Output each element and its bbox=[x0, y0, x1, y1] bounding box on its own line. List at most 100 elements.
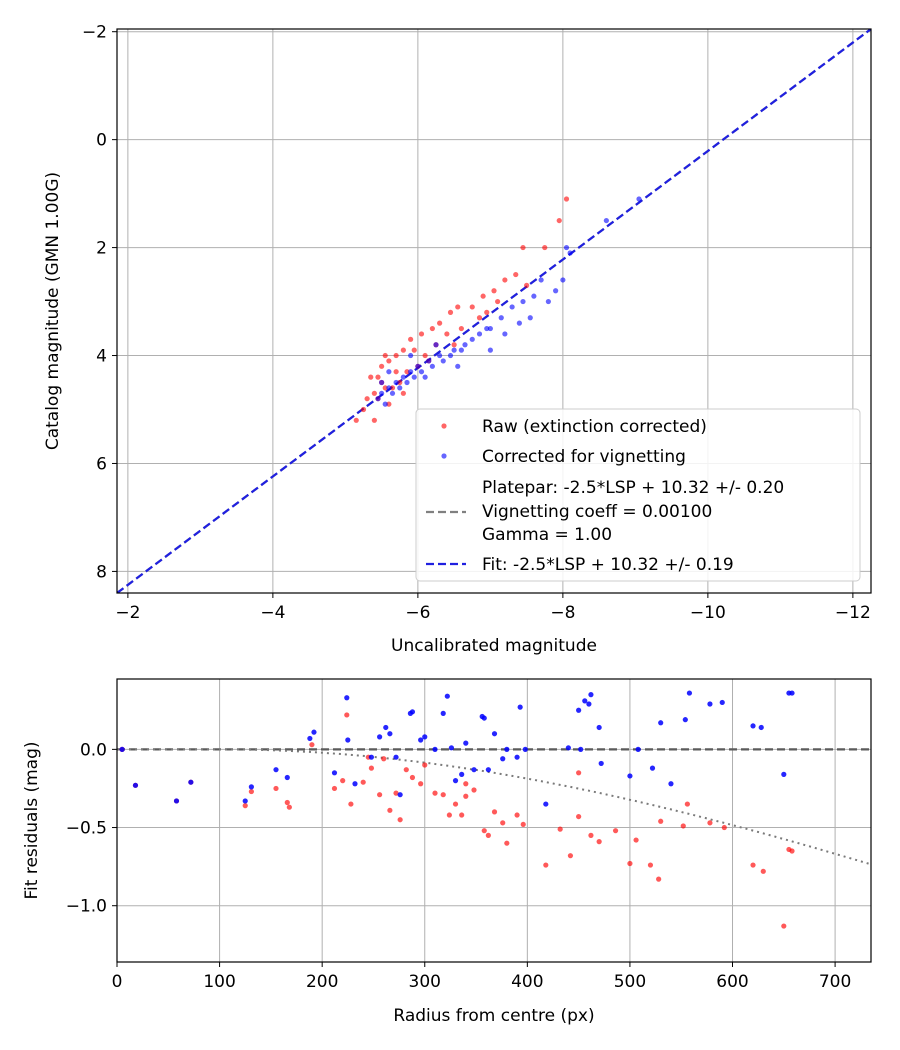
corrected-residual-point bbox=[707, 701, 713, 707]
corrected-point bbox=[527, 315, 533, 321]
raw-residual-point bbox=[627, 860, 633, 867]
raw-point bbox=[455, 304, 461, 310]
corrected-point bbox=[437, 352, 443, 359]
top-chart: −2 −4 −6 −8 −10 −12 −2 0 2 4 6 8 Uncalibrated magnit… bbox=[43, 23, 872, 656]
top-y-tick-label: 2 bbox=[96, 239, 107, 259]
raw-residual-point bbox=[446, 812, 452, 818]
raw-residual-point bbox=[680, 823, 686, 829]
raw-residual-point bbox=[485, 832, 491, 838]
top-x-axis-label: Uncalibrated magnitude bbox=[391, 636, 597, 656]
raw-residual-point bbox=[658, 818, 664, 824]
corrected-residual-point bbox=[658, 720, 664, 726]
corrected-residual-point bbox=[418, 737, 424, 743]
raw-residual-point bbox=[781, 923, 787, 929]
corrected-point bbox=[462, 342, 468, 348]
raw-point bbox=[480, 293, 486, 299]
raw-residual-point bbox=[463, 781, 469, 787]
raw-point bbox=[393, 352, 399, 359]
corrected-residual-point bbox=[188, 779, 194, 785]
corrected-residual-point bbox=[377, 734, 383, 740]
legend-box bbox=[415, 408, 861, 582]
corrected-residual-point bbox=[331, 770, 338, 776]
corrected-residual-point bbox=[485, 767, 491, 773]
raw-residual-point bbox=[331, 785, 338, 792]
corrected-residual-point bbox=[352, 781, 358, 787]
legend-fit-label: Fit: -2.5*LSP + 10.32 +/- 0.19 bbox=[482, 555, 734, 575]
corrected-point bbox=[567, 250, 573, 256]
corrected-residual-point bbox=[750, 723, 756, 729]
raw-point bbox=[386, 401, 392, 407]
raw-residual-point bbox=[750, 862, 756, 868]
top-y-tick-label: 0 bbox=[96, 131, 107, 151]
corrected-residual-point bbox=[387, 731, 393, 737]
corrected-point bbox=[451, 347, 457, 353]
raw-point bbox=[458, 325, 464, 332]
raw-point bbox=[408, 336, 414, 342]
top-y-tick-label: 6 bbox=[96, 454, 107, 474]
raw-residual-point bbox=[348, 801, 354, 807]
raw-residual-point bbox=[286, 804, 292, 810]
bottom-y-tick-label: −1.0 bbox=[66, 897, 107, 917]
corrected-point bbox=[400, 374, 406, 380]
raw-residual-point bbox=[344, 712, 350, 718]
raw-residual-point bbox=[557, 826, 563, 832]
corrected-point bbox=[484, 325, 490, 332]
corrected-residual-point bbox=[409, 709, 416, 715]
top-x-tick-label: −4 bbox=[260, 603, 285, 623]
corrected-residual-point bbox=[582, 698, 588, 704]
raw-residual-point bbox=[520, 821, 526, 828]
raw-residual-point bbox=[647, 862, 654, 868]
raw-point bbox=[502, 277, 508, 283]
corrected-point bbox=[422, 374, 428, 380]
raw-residual-point bbox=[284, 799, 290, 806]
corrected-residual-point bbox=[668, 781, 674, 787]
raw-point bbox=[364, 396, 370, 402]
corrected-residual-point bbox=[440, 710, 446, 716]
corrected-residual-point bbox=[432, 746, 438, 752]
corrected-point bbox=[487, 325, 493, 332]
corrected-residual-point bbox=[132, 782, 139, 788]
raw-residual-point bbox=[377, 792, 383, 798]
raw-residual-point bbox=[567, 853, 574, 859]
corrected-point bbox=[386, 369, 392, 375]
raw-point bbox=[495, 298, 501, 305]
corrected-residual-point bbox=[649, 765, 656, 771]
legend-gamma-label: Gamma = 1.00 bbox=[482, 525, 612, 545]
raw-residual-point bbox=[707, 820, 713, 826]
raw-residual-point bbox=[422, 762, 428, 768]
raw-residual-point bbox=[789, 848, 795, 854]
corrected-point bbox=[386, 385, 392, 391]
corrected-residual-point bbox=[397, 792, 403, 798]
corrected-residual-point bbox=[682, 717, 688, 723]
raw-point bbox=[382, 352, 388, 359]
top-y-axis-label: Catalog magnitude (GMN 1.00G) bbox=[43, 172, 63, 450]
corrected-residual-point bbox=[459, 771, 465, 777]
raw-point bbox=[360, 406, 367, 413]
corrected-residual-point bbox=[448, 745, 455, 751]
top-x-tick-label: −12 bbox=[835, 603, 871, 623]
corrected-point bbox=[476, 331, 483, 337]
raw-point bbox=[484, 309, 490, 315]
raw-residual-point bbox=[418, 781, 424, 787]
top-marks bbox=[117, 29, 871, 593]
raw-point bbox=[389, 385, 396, 391]
corrected-point bbox=[509, 304, 515, 310]
legend-raw-label: Raw (extinction corrected) bbox=[482, 417, 707, 437]
raw-residual-point bbox=[471, 787, 477, 793]
corrected-residual-point bbox=[345, 737, 351, 743]
corrected-residual-point bbox=[576, 707, 582, 713]
top-y-tick-label: −2 bbox=[82, 23, 107, 43]
corrected-residual-point bbox=[781, 771, 787, 777]
raw-residual-point bbox=[340, 778, 346, 784]
raw-residual-point bbox=[242, 803, 248, 809]
corrected-residual-point bbox=[368, 754, 375, 760]
corrected-residual-point bbox=[598, 760, 604, 767]
raw-residual-point bbox=[381, 756, 387, 762]
corrected-point bbox=[636, 196, 642, 202]
raw-residual-point bbox=[409, 774, 416, 781]
corrected-point bbox=[393, 379, 399, 386]
bottom-x-tick-label: 600 bbox=[716, 972, 748, 992]
legend-platepar-label: Platepar: -2.5*LSP + 10.32 +/- 0.20 bbox=[482, 478, 784, 498]
raw-point bbox=[353, 417, 359, 423]
